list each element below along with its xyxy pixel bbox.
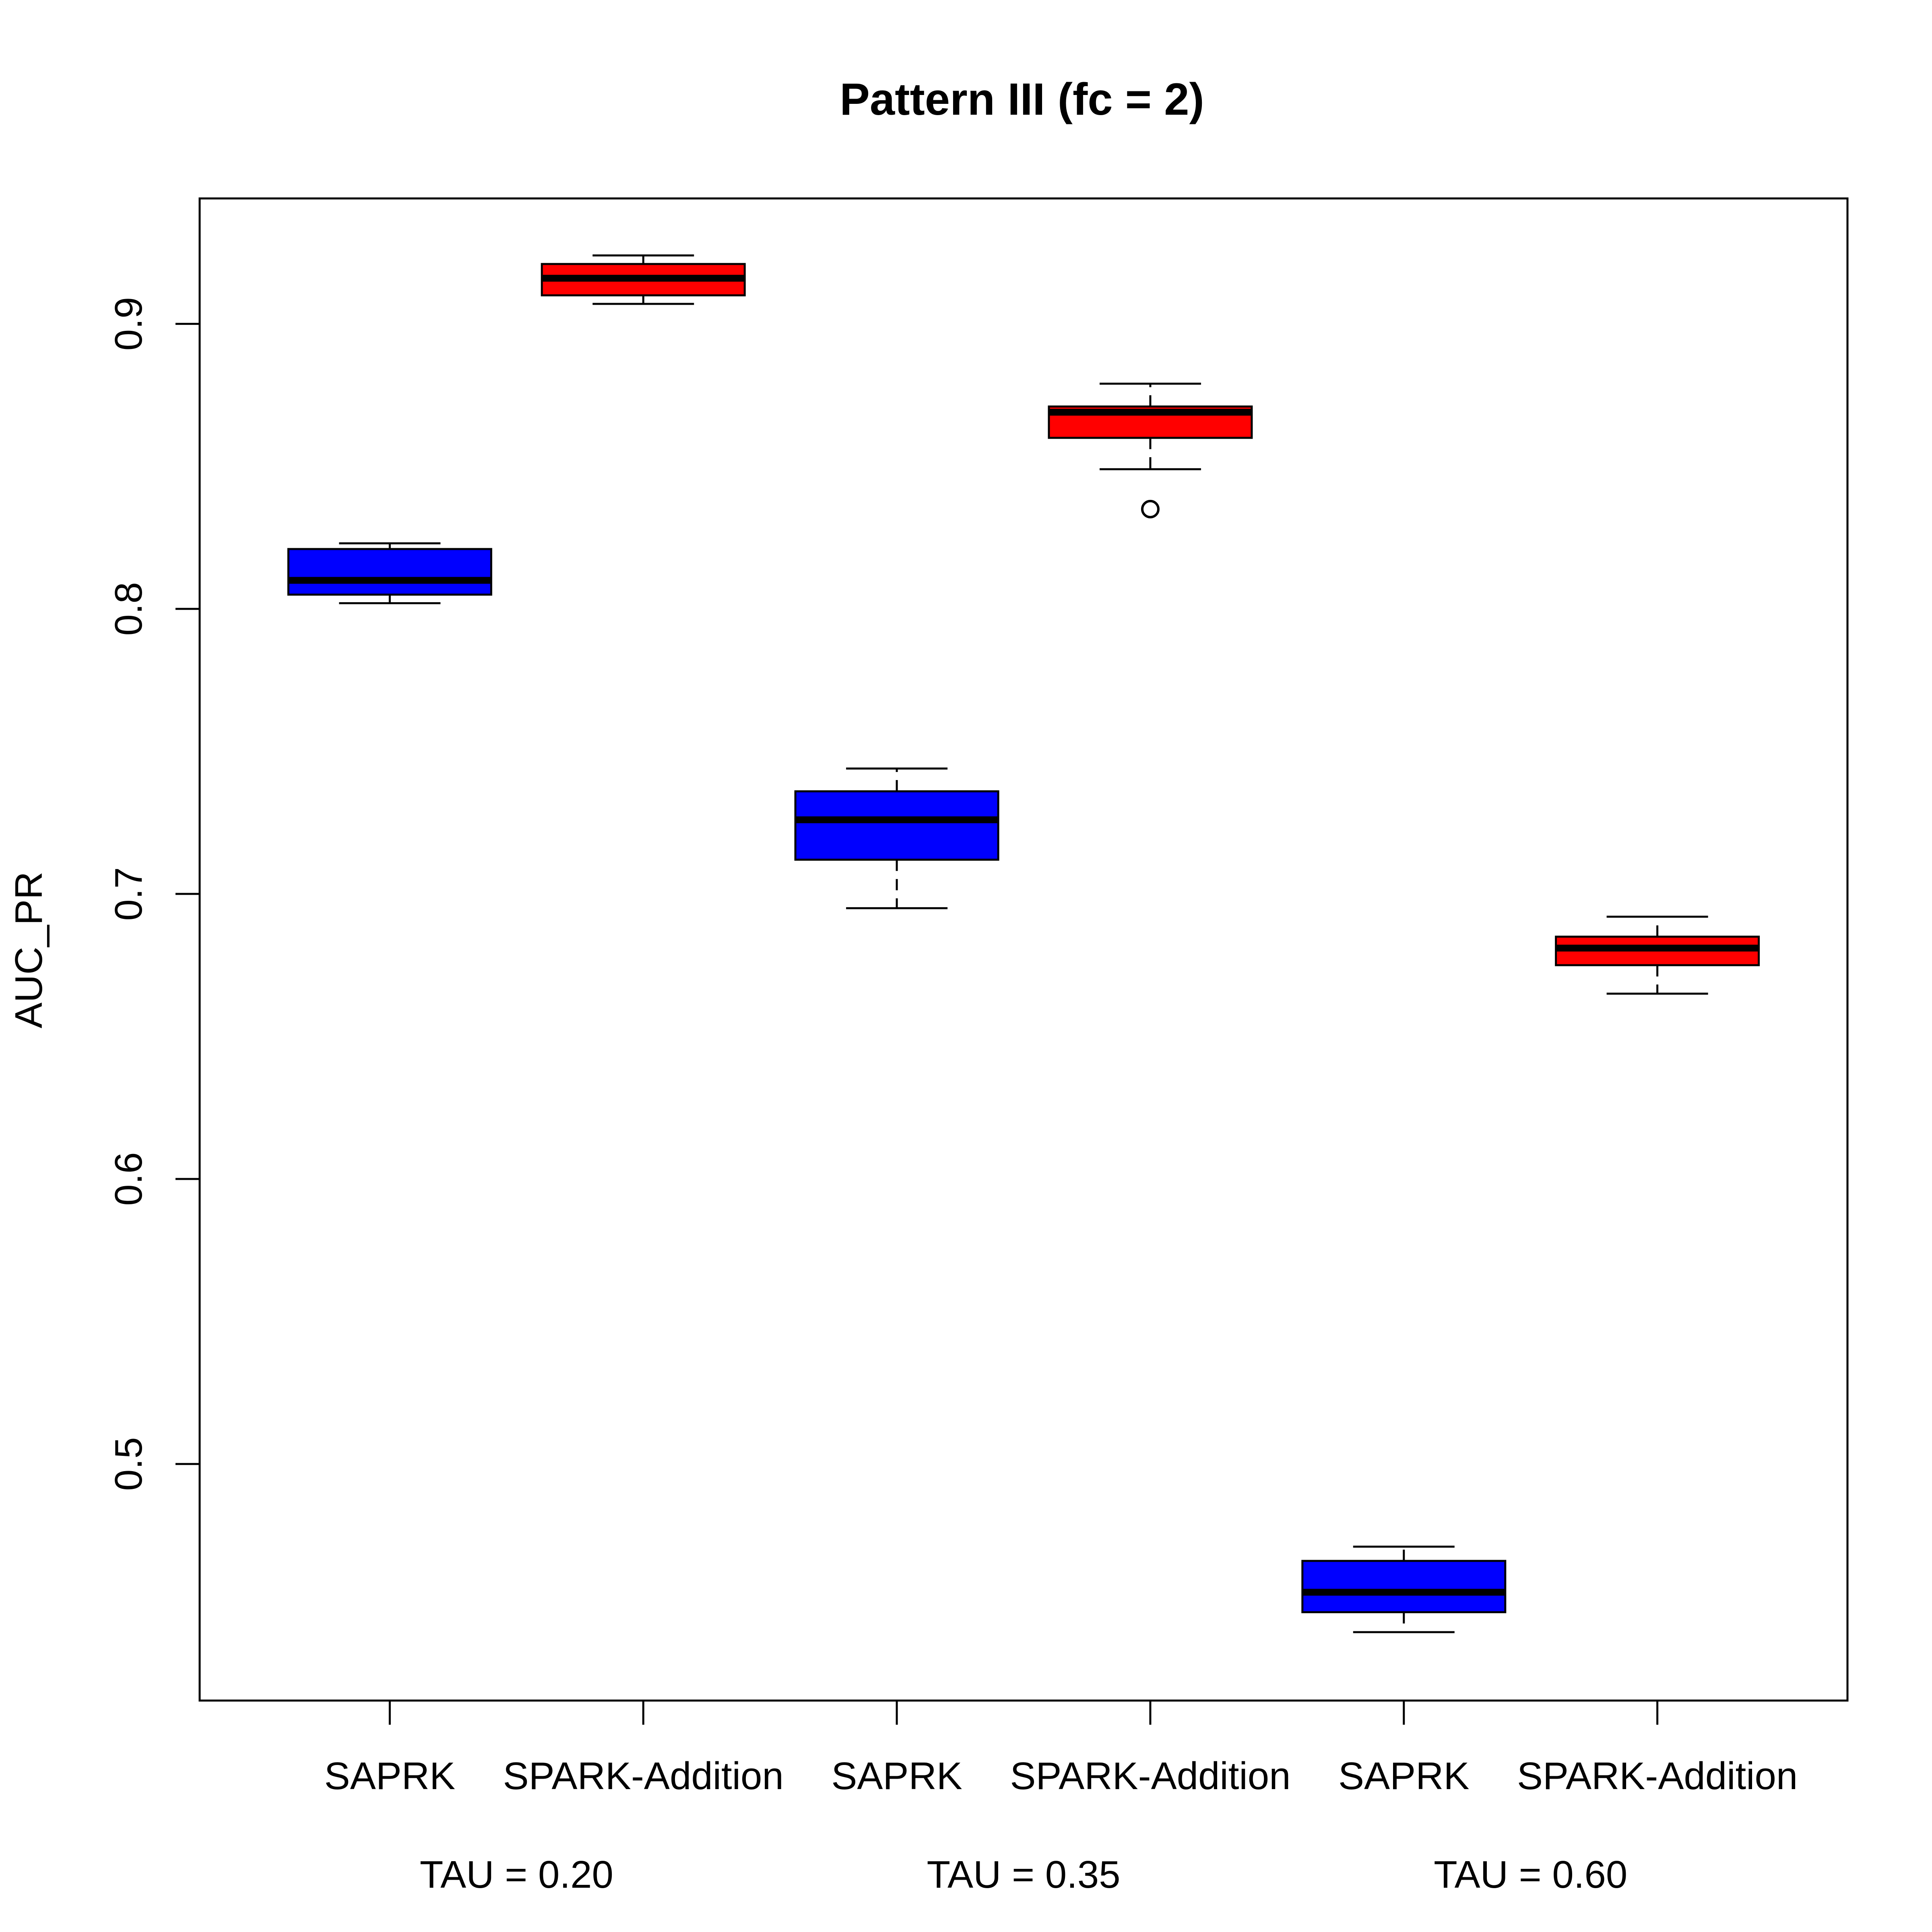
box-plot <box>1048 382 1253 518</box>
y-axis: 0.5 0.6 0.7 0.8 0.9 <box>107 297 201 1491</box>
group-label: TAU = 0.60 <box>1434 1853 1627 1896</box>
box-plot <box>541 254 746 305</box>
x-tick-label: SPARK-Addition <box>503 1754 784 1798</box>
box-plot <box>287 542 492 605</box>
x-tick-label: SPARK-Addition <box>1010 1754 1290 1798</box>
y-tick-label: 0.6 <box>107 1152 150 1205</box>
box-iqr <box>287 548 492 596</box>
group-label: TAU = 0.35 <box>927 1853 1120 1896</box>
y-tick-label: 0.8 <box>107 582 150 636</box>
x-axis: SAPRK SPARK-Addition SAPRK SPARK-Addition SA… <box>324 1699 1798 1798</box>
box-plot <box>794 767 999 909</box>
y-tick-label: 0.7 <box>107 867 150 921</box>
box-plot <box>1555 916 1760 995</box>
y-tick-label: 0.5 <box>107 1437 150 1491</box>
boxes <box>287 254 1760 1633</box>
box-plot <box>1301 1546 1507 1633</box>
y-tick-label: 0.9 <box>107 297 150 351</box>
x-tick-label: SAPRK <box>831 1754 962 1798</box>
x-tick-label: SAPRK <box>324 1754 455 1798</box>
x-tick-label: SAPRK <box>1338 1754 1469 1798</box>
group-label: TAU = 0.20 <box>420 1853 613 1896</box>
group-labels: TAU = 0.20 TAU = 0.35 TAU = 0.60 <box>420 1853 1628 1896</box>
chart-title: Pattern III (fc = 2) <box>840 74 1204 124</box>
box-iqr <box>794 790 999 861</box>
outlier-point <box>1141 500 1160 518</box>
x-tick-label: SPARK-Addition <box>1517 1754 1798 1798</box>
box-iqr <box>1301 1560 1507 1613</box>
y-axis-label: AUC_PR <box>7 871 50 1028</box>
